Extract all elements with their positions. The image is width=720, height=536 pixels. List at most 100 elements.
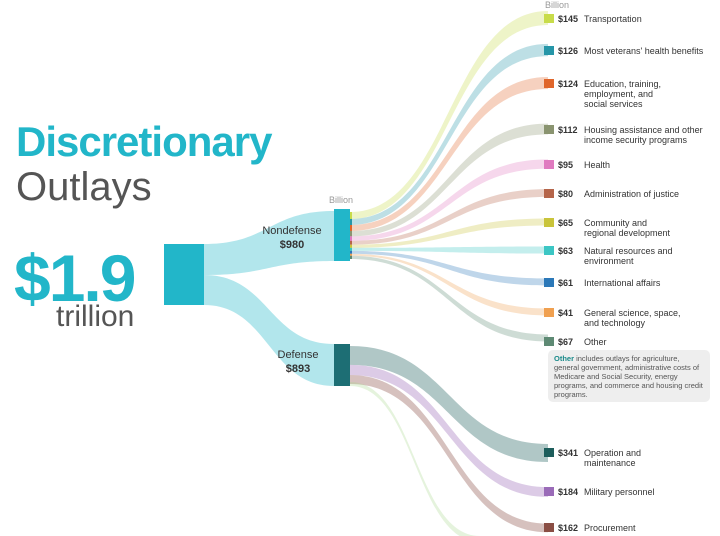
item-natural-resources: $63 Natural resources and environment xyxy=(544,246,676,266)
item-label: International affairs xyxy=(584,278,661,288)
item-operation-maintenance: $341 Operation and maintenance xyxy=(544,448,662,468)
item-amount: $61 xyxy=(558,278,574,288)
item-amount: $126 xyxy=(558,46,579,56)
flow-nondefense-item xyxy=(350,218,548,248)
swatch xyxy=(544,487,554,496)
item-label: Military personnel xyxy=(584,487,655,497)
item-label: Operation and maintenance xyxy=(584,448,642,468)
item-amount: $112 xyxy=(558,125,578,135)
item-label: Community and regional development xyxy=(584,218,671,238)
item-label: Education, training, employment, and soc… xyxy=(584,79,662,109)
swatch xyxy=(544,308,554,317)
swatch xyxy=(544,218,554,227)
other-note-lead: Other xyxy=(554,354,575,363)
item-veterans-health: $126 Most veterans' health benefits xyxy=(544,46,714,56)
nondefense-split-mark xyxy=(350,253,352,256)
title-discretionary: Discretionary xyxy=(16,118,272,165)
nondefense-split-mark xyxy=(350,247,352,251)
item-other: $67 Other xyxy=(544,337,710,347)
item-justice: $80 Administration of justice xyxy=(544,189,710,199)
flow-nondefense-item xyxy=(350,255,548,342)
flow-nondefense-item xyxy=(350,77,548,231)
nondefense-split-mark xyxy=(350,236,352,241)
item-education: $124 Education, training, employment, an… xyxy=(544,79,674,109)
item-label: Administration of justice xyxy=(584,189,680,199)
nondefense-split-mark xyxy=(350,212,352,219)
nondefense-split-mark xyxy=(350,230,352,237)
swatch xyxy=(544,246,554,255)
total-unit: trillion xyxy=(56,300,135,333)
swatch xyxy=(544,160,554,169)
item-health: $95 Health xyxy=(544,160,710,170)
defense-label: Defense xyxy=(277,349,319,361)
total-node-bar xyxy=(164,244,204,305)
swatch xyxy=(544,523,554,532)
nondefense-node-label: Nondefense $980 xyxy=(252,224,332,252)
item-amount: $145 xyxy=(558,14,579,24)
flow-nondefense-item xyxy=(350,253,548,316)
item-transportation: $145 Transportation xyxy=(544,14,710,24)
item-label: Most veterans' health benefits xyxy=(584,46,704,56)
flow-defense-item xyxy=(350,346,548,462)
swatch xyxy=(544,189,554,198)
total-amount: $1.9 xyxy=(14,241,136,315)
nondefense-split-mark xyxy=(350,240,352,245)
item-label: Other xyxy=(584,337,607,347)
flow-nondefense-item xyxy=(350,11,548,219)
swatch xyxy=(544,278,554,287)
item-label: General science, space, and technology xyxy=(584,308,681,328)
nondefense-node-bar xyxy=(334,209,350,261)
item-amount: $162 xyxy=(558,523,579,533)
flow-nondefense-item xyxy=(350,250,548,286)
defense-value: $893 xyxy=(285,363,311,375)
nondefense-unit-label: Billion xyxy=(329,195,354,205)
swatch xyxy=(544,79,554,88)
nondefense-split-mark xyxy=(350,225,352,231)
flow-total-to-nondefense xyxy=(204,211,334,275)
nondefense-label: Nondefense xyxy=(262,225,322,237)
item-amount: $80 xyxy=(558,189,574,199)
nondefense-value: $980 xyxy=(279,239,305,251)
item-international: $61 International affairs xyxy=(544,278,710,288)
item-amount: $41 xyxy=(558,308,574,318)
item-label: Procurement xyxy=(584,523,636,533)
item-amount: $63 xyxy=(558,246,574,256)
item-amount: $65 xyxy=(558,218,574,228)
item-amount: $341 xyxy=(558,448,579,458)
flow-nondefense-item xyxy=(350,123,548,237)
other-note: Other includes outlays for agriculture, … xyxy=(548,350,710,402)
swatch xyxy=(544,14,554,23)
swatch xyxy=(544,448,554,457)
defense-node-label: Defense $893 xyxy=(264,348,332,376)
item-amount: $67 xyxy=(558,337,574,347)
item-amount: $184 xyxy=(558,487,579,497)
other-note-text: includes outlays for agriculture, genera… xyxy=(554,354,703,399)
items-unit-label: Billion xyxy=(545,0,570,10)
title-outlays: Outlays xyxy=(16,165,152,209)
swatch xyxy=(544,337,554,346)
item-amount: $95 xyxy=(558,160,574,170)
flow-nondefense-item xyxy=(350,246,548,254)
flow-nondefense-item xyxy=(350,43,548,226)
swatch xyxy=(544,125,554,134)
nondefense-split-mark xyxy=(350,250,352,254)
item-amount: $124 xyxy=(558,79,579,89)
flow-defense-continuation xyxy=(350,382,480,536)
item-label: Health xyxy=(584,160,611,170)
item-label: Transportation xyxy=(584,14,642,24)
item-housing: $112 Housing assistance and other income… xyxy=(544,125,710,145)
item-procurement: $162 Procurement xyxy=(544,523,710,533)
flow-defense-item xyxy=(350,364,548,497)
flow-total-to-defense xyxy=(204,275,334,386)
defense-node-bar xyxy=(334,344,350,386)
item-label: Natural resources and environment xyxy=(584,246,673,266)
flow-nondefense-item xyxy=(350,159,548,241)
nondefense-split-mark xyxy=(350,255,352,259)
flow-nondefense-item xyxy=(350,189,548,245)
swatch xyxy=(544,46,554,55)
item-science: $41 General science, space, and technolo… xyxy=(544,308,684,328)
flow-defense-item xyxy=(350,375,548,533)
item-community: $65 Community and regional development xyxy=(544,218,676,238)
item-label: Housing assistance and other income secu… xyxy=(584,125,703,145)
